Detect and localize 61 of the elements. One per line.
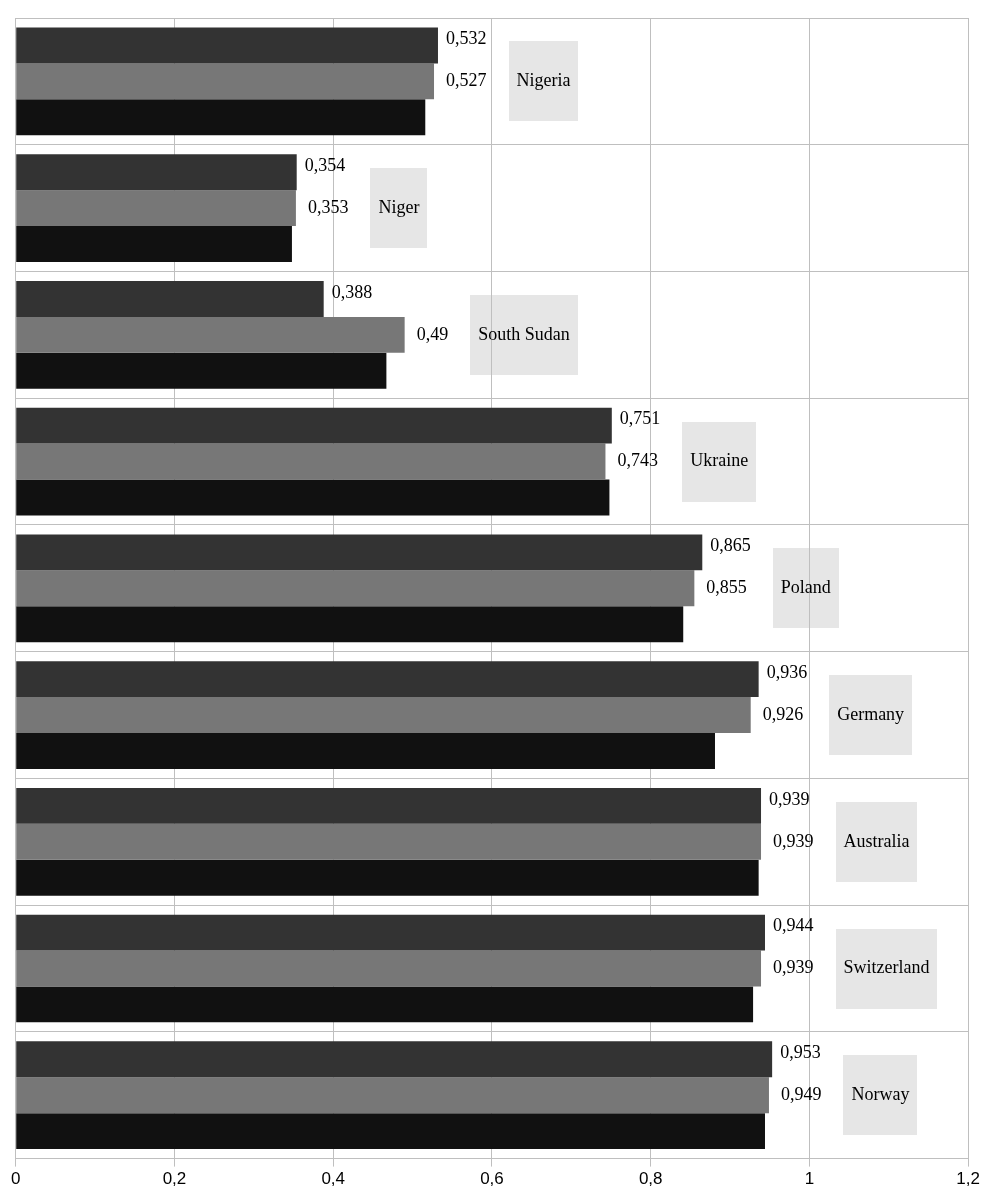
y-tick-label: Nigeria: [516, 70, 571, 91]
bar: [16, 914, 765, 951]
data-label: 0,949: [780, 1083, 822, 1104]
data-label: 0,939: [773, 830, 814, 851]
bar: [16, 606, 684, 643]
bar: [16, 27, 438, 64]
bar: [16, 226, 292, 262]
y-tick-label: South Sudan: [478, 323, 570, 344]
bar: [16, 950, 762, 987]
data-label: 0,953: [780, 1042, 821, 1063]
x-tick-label: 1,2: [956, 1169, 980, 1189]
y-tick-label: Ukraine: [690, 450, 749, 471]
data-label: 0,49: [416, 323, 449, 344]
bar: [16, 443, 606, 480]
bar: [16, 316, 405, 353]
bar: [16, 99, 426, 136]
bar: [16, 570, 695, 607]
x-tick-label: 0,8: [638, 1169, 663, 1189]
bar: [16, 407, 612, 444]
data-label: 0,936: [766, 661, 808, 682]
bar: [16, 280, 324, 317]
x-tick-label: 0,2: [162, 1169, 187, 1189]
bar: [16, 732, 715, 769]
data-label: 0,944: [772, 915, 814, 936]
data-label: 0,353: [307, 196, 349, 217]
data-label: 0,939: [769, 788, 810, 809]
y-tick-label: Norway: [851, 1083, 910, 1104]
bar: [16, 352, 387, 389]
bar: [16, 1113, 765, 1150]
bar: [16, 190, 296, 227]
bar: [16, 986, 754, 1023]
data-label: 0,527: [446, 70, 487, 91]
bar: [16, 1041, 773, 1078]
data-label: 0,743: [617, 450, 658, 471]
x-tick-label: 0,4: [321, 1169, 346, 1189]
bar: [16, 479, 610, 516]
bar: [16, 859, 759, 896]
bar: [16, 823, 762, 860]
data-label: 0,751: [619, 408, 661, 429]
bar: [16, 63, 435, 100]
y-tick-label: Niger: [378, 196, 420, 217]
x-tick-label: 0: [10, 1169, 21, 1189]
bar: [16, 154, 297, 191]
data-label: 0,855: [706, 577, 747, 598]
bar: [16, 534, 703, 571]
x-tick-label: 1: [804, 1169, 815, 1189]
bar: [16, 661, 759, 698]
data-label: 0,532: [445, 28, 487, 49]
y-tick-label: Switzerland: [843, 957, 930, 978]
y-tick-label: Australia: [843, 830, 910, 851]
y-tick-label: Germany: [837, 703, 905, 724]
data-label: 0,388: [331, 281, 373, 302]
y-tick-label: Poland: [780, 577, 831, 598]
data-label: 0,865: [710, 535, 751, 556]
bar: [16, 1077, 769, 1114]
data-label: 0,354: [304, 154, 346, 175]
x-tick-label: 0,6: [480, 1169, 504, 1189]
bar: [16, 787, 762, 824]
data-label: 0,939: [773, 957, 814, 978]
bar: [16, 697, 751, 733]
data-label: 0,926: [762, 703, 804, 724]
